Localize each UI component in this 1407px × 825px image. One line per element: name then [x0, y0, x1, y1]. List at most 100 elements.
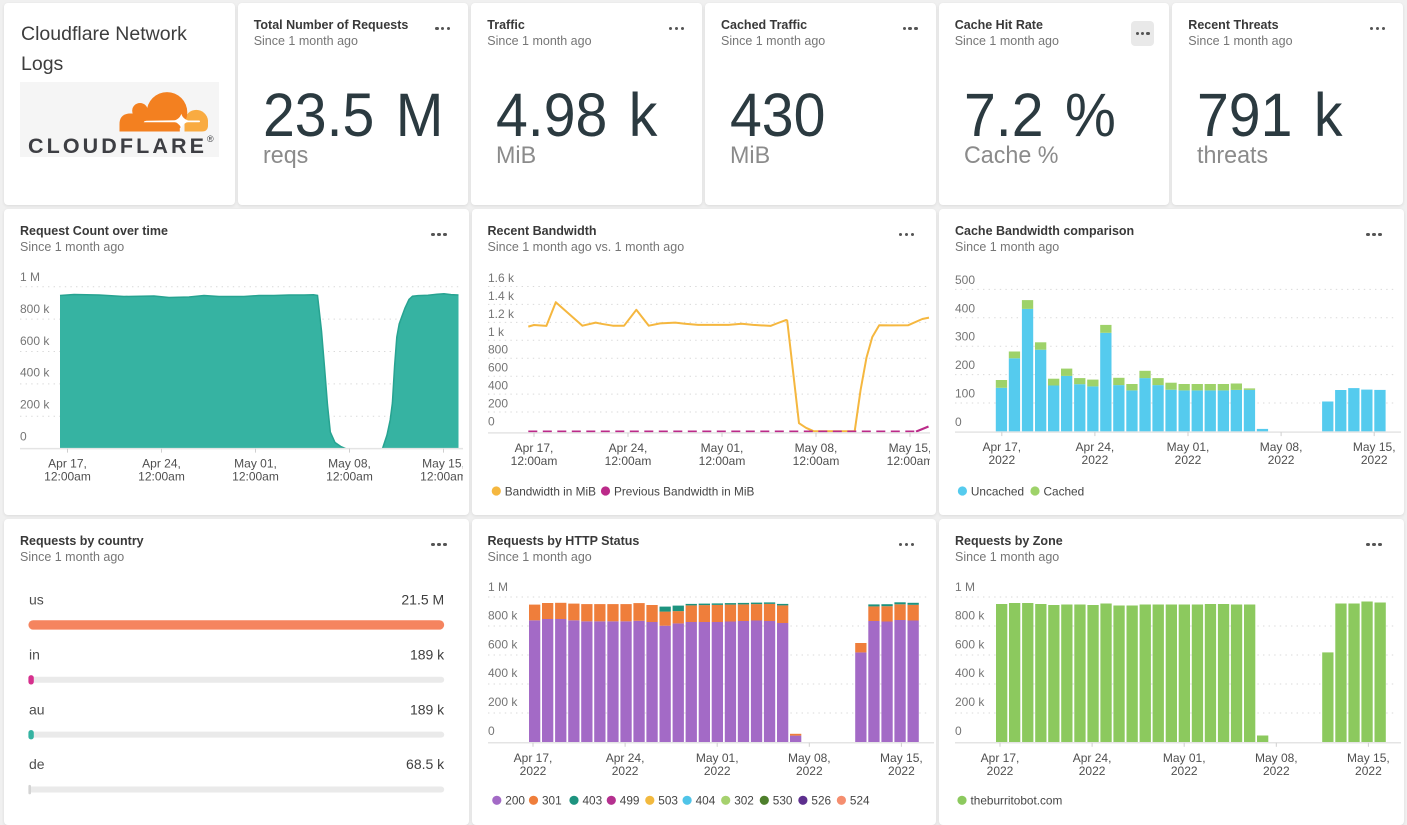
- svg-text:0: 0: [20, 430, 27, 444]
- svg-text:200 k: 200 k: [488, 695, 518, 709]
- svg-text:2022: 2022: [1268, 453, 1295, 467]
- svg-text:Cached: Cached: [1044, 484, 1085, 498]
- svg-text:2022: 2022: [1355, 764, 1382, 778]
- svg-text:May 15,: May 15,: [422, 457, 462, 471]
- svg-text:2022: 2022: [1171, 764, 1198, 778]
- svg-text:800: 800: [488, 343, 508, 357]
- svg-text:600 k: 600 k: [488, 637, 518, 651]
- svg-text:1.2 k: 1.2 k: [488, 307, 515, 321]
- svg-text:0: 0: [488, 724, 495, 738]
- svg-text:1 M: 1 M: [488, 580, 508, 594]
- svg-text:May 15,: May 15,: [880, 751, 923, 765]
- svg-text:2022: 2022: [795, 764, 822, 778]
- svg-text:us: us: [29, 592, 44, 608]
- svg-text:Apr 24,: Apr 24,: [1073, 751, 1112, 765]
- svg-text:Apr 24,: Apr 24,: [142, 457, 181, 471]
- svg-text:May 15,: May 15,: [1347, 751, 1390, 765]
- svg-text:®: ®: [207, 134, 214, 144]
- svg-text:600: 600: [488, 361, 508, 375]
- svg-text:21.5 M: 21.5 M: [401, 592, 444, 608]
- svg-text:400 k: 400 k: [955, 666, 985, 680]
- svg-text:2022: 2022: [988, 453, 1015, 467]
- svg-text:1.4 k: 1.4 k: [488, 289, 515, 303]
- svg-text:12:00am: 12:00am: [44, 470, 91, 484]
- svg-text:2022: 2022: [888, 764, 915, 778]
- svg-text:600 k: 600 k: [955, 637, 985, 651]
- svg-text:Apr 17,: Apr 17,: [514, 441, 553, 455]
- svg-text:0: 0: [955, 415, 962, 429]
- svg-text:May 01,: May 01,: [234, 457, 277, 471]
- svg-text:CLOUDFLARE: CLOUDFLARE: [28, 134, 207, 157]
- svg-text:May 08,: May 08,: [1255, 751, 1298, 765]
- svg-text:600 k: 600 k: [20, 334, 50, 348]
- svg-text:12:00am: 12:00am: [232, 470, 279, 484]
- svg-text:503: 503: [658, 794, 678, 808]
- svg-text:189 k: 189 k: [410, 646, 445, 662]
- svg-text:200: 200: [505, 794, 525, 808]
- svg-text:189 k: 189 k: [410, 701, 445, 717]
- svg-text:800 k: 800 k: [20, 302, 50, 316]
- svg-text:300: 300: [955, 330, 975, 344]
- svg-text:400: 400: [488, 379, 508, 393]
- svg-text:2022: 2022: [1079, 764, 1106, 778]
- svg-text:Apr 17,: Apr 17,: [513, 751, 552, 765]
- svg-text:12:00am: 12:00am: [698, 454, 745, 468]
- svg-text:200 k: 200 k: [955, 695, 985, 709]
- svg-text:12:00am: 12:00am: [886, 454, 930, 468]
- svg-text:12:00am: 12:00am: [420, 470, 462, 484]
- svg-text:2022: 2022: [1361, 453, 1388, 467]
- svg-text:200 k: 200 k: [20, 398, 50, 412]
- svg-text:May 01,: May 01,: [1167, 440, 1210, 454]
- svg-text:May 01,: May 01,: [1163, 751, 1206, 765]
- svg-text:au: au: [29, 701, 45, 717]
- svg-text:2022: 2022: [1175, 453, 1202, 467]
- svg-text:200: 200: [488, 397, 508, 411]
- svg-text:404: 404: [695, 794, 715, 808]
- svg-text:Apr 17,: Apr 17,: [981, 751, 1020, 765]
- svg-text:May 08,: May 08,: [794, 441, 837, 455]
- svg-text:in: in: [29, 646, 40, 662]
- svg-text:1 M: 1 M: [955, 580, 975, 594]
- svg-text:12:00am: 12:00am: [604, 454, 651, 468]
- svg-text:Bandwidth in MiB: Bandwidth in MiB: [504, 484, 595, 498]
- svg-text:302: 302: [734, 794, 754, 808]
- svg-text:0: 0: [955, 724, 962, 738]
- svg-text:12:00am: 12:00am: [792, 454, 839, 468]
- svg-text:1.6 k: 1.6 k: [488, 271, 515, 285]
- svg-text:12:00am: 12:00am: [510, 454, 557, 468]
- svg-text:2022: 2022: [987, 764, 1014, 778]
- svg-text:theburritobot.com: theburritobot.com: [971, 794, 1063, 808]
- svg-text:Apr 17,: Apr 17,: [48, 457, 87, 471]
- svg-text:1 M: 1 M: [20, 270, 40, 284]
- svg-text:Apr 24,: Apr 24,: [608, 441, 647, 455]
- svg-text:Apr 17,: Apr 17,: [982, 440, 1021, 454]
- svg-text:403: 403: [582, 794, 602, 808]
- svg-text:May 08,: May 08,: [787, 751, 830, 765]
- svg-text:May 15,: May 15,: [888, 441, 930, 455]
- svg-text:2022: 2022: [1263, 764, 1290, 778]
- svg-text:12:00am: 12:00am: [138, 470, 185, 484]
- svg-text:2022: 2022: [1082, 453, 1109, 467]
- svg-text:May 15,: May 15,: [1353, 440, 1396, 454]
- svg-text:May 01,: May 01,: [695, 751, 738, 765]
- svg-text:Previous Bandwidth in MiB: Previous Bandwidth in MiB: [614, 484, 754, 498]
- svg-text:May 08,: May 08,: [328, 457, 371, 471]
- svg-text:de: de: [29, 756, 45, 772]
- svg-text:Apr 24,: Apr 24,: [605, 751, 644, 765]
- svg-text:499: 499: [619, 794, 639, 808]
- svg-text:800 k: 800 k: [955, 609, 985, 623]
- svg-text:68.5 k: 68.5 k: [406, 756, 445, 772]
- svg-text:530: 530: [772, 794, 792, 808]
- svg-text:100: 100: [955, 387, 975, 401]
- svg-text:526: 526: [811, 794, 831, 808]
- svg-text:524: 524: [849, 794, 869, 808]
- svg-text:May 08,: May 08,: [1260, 440, 1303, 454]
- svg-text:2022: 2022: [519, 764, 546, 778]
- svg-text:301: 301: [542, 794, 562, 808]
- svg-text:800 k: 800 k: [488, 609, 518, 623]
- svg-text:400: 400: [955, 301, 975, 315]
- svg-text:1 k: 1 k: [488, 325, 505, 339]
- svg-text:Uncached: Uncached: [971, 484, 1024, 498]
- svg-text:Apr 24,: Apr 24,: [1076, 440, 1115, 454]
- svg-text:400 k: 400 k: [20, 366, 50, 380]
